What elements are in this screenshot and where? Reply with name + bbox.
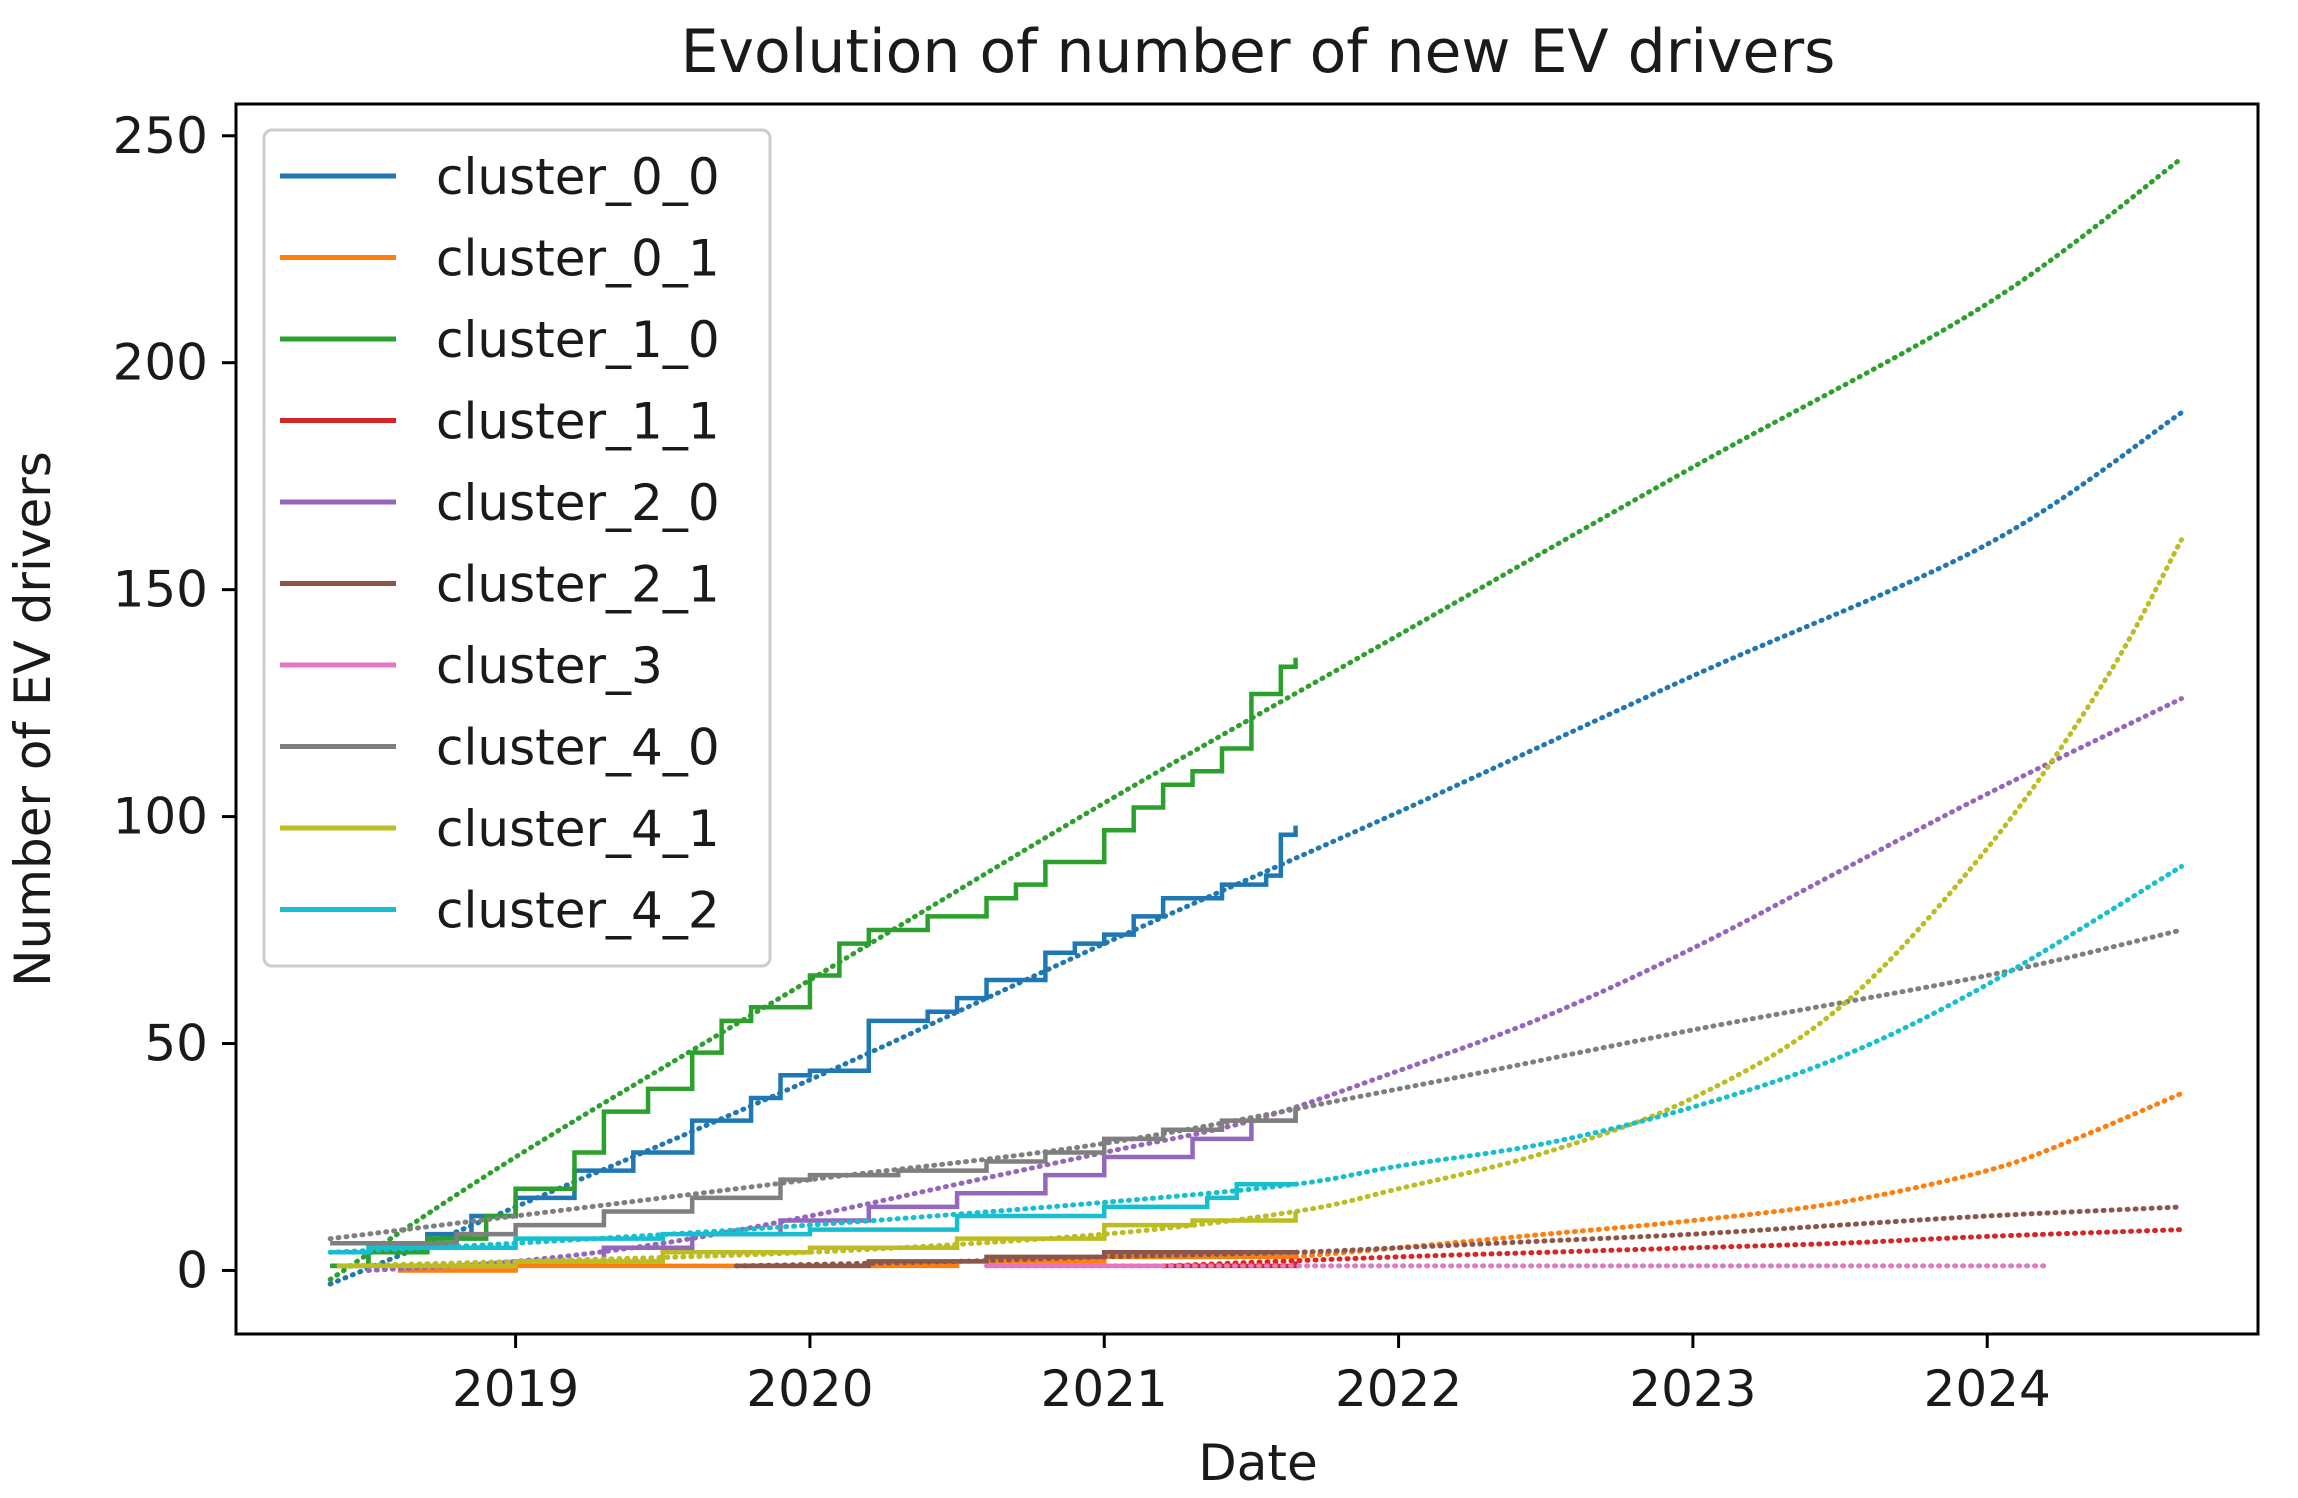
series-cluster_4_1 bbox=[336, 537, 2184, 1269]
actual-line-cluster_1_0 bbox=[330, 657, 1298, 1269]
actual-line-cluster_2_1 bbox=[736, 1250, 1296, 1269]
trend-line-cluster_1_0 bbox=[327, 155, 2184, 1283]
legend-label: cluster_2_0 bbox=[436, 474, 720, 532]
series-cluster_1_0 bbox=[327, 155, 2184, 1283]
chart-title: Evolution of number of new EV drivers bbox=[681, 17, 1836, 87]
legend: cluster_0_0 cluster_0_1 cluster_1_0cluster… bbox=[262, 128, 772, 968]
x-tick-label: 2019 bbox=[452, 1360, 579, 1418]
x-tick-label: 2020 bbox=[746, 1360, 873, 1418]
y-tick-label: 0 bbox=[176, 1241, 208, 1299]
y-tick-label: 50 bbox=[144, 1015, 208, 1073]
actual-line-cluster_2_0 bbox=[368, 1107, 1298, 1269]
y-tick-label: 150 bbox=[113, 561, 208, 619]
x-tick-label: 2021 bbox=[1041, 1360, 1168, 1418]
x-axis-label: Date bbox=[1198, 1434, 1318, 1492]
y-axis-label: Number of EV drivers bbox=[4, 451, 62, 987]
legend-label: cluster_0_1 bbox=[436, 230, 720, 288]
plot-area bbox=[327, 155, 2184, 1287]
y-tick-label: 200 bbox=[113, 334, 208, 392]
legend-label: cluster_1_0 bbox=[436, 311, 720, 369]
series-cluster_4_2 bbox=[327, 864, 2184, 1255]
legend-label: cluster_3 bbox=[436, 637, 663, 695]
legend-label: cluster_0_0 bbox=[436, 148, 720, 206]
x-tick-label: 2022 bbox=[1335, 1360, 1462, 1418]
x-tick-label: 2023 bbox=[1629, 1360, 1756, 1418]
trend-line-cluster_2_1 bbox=[733, 1204, 2184, 1269]
series-cluster_4_0 bbox=[327, 927, 2184, 1246]
x-axis: 2019 2020 2021 2022 2023 2024 bbox=[452, 1334, 2051, 1418]
x-tick-label: 2024 bbox=[1924, 1360, 2051, 1418]
actual-line-cluster_4_1 bbox=[339, 1211, 1298, 1269]
trend-line-cluster_4_1 bbox=[336, 537, 2184, 1269]
trend-line-cluster_4_0 bbox=[327, 927, 2184, 1242]
trend-line-cluster_0_0 bbox=[327, 410, 2184, 1287]
legend-label: cluster_4_0 bbox=[436, 719, 720, 777]
y-axis: 0 50 100 150 200 250 bbox=[113, 107, 236, 1299]
actual-line-cluster_1_1 bbox=[1163, 1261, 1298, 1269]
legend-label: cluster_1_1 bbox=[436, 393, 720, 451]
series-cluster_1_1 bbox=[1160, 1227, 2184, 1269]
y-tick-label: 100 bbox=[113, 788, 208, 846]
trend-line-cluster_1_1 bbox=[1160, 1227, 2184, 1269]
legend-label: cluster_4_2 bbox=[436, 882, 720, 940]
plot-frame bbox=[234, 102, 2260, 1336]
legend-label: cluster_2_1 bbox=[436, 556, 720, 614]
legend-label: cluster_4_1 bbox=[436, 800, 720, 858]
actual-line-cluster_4_0 bbox=[330, 1107, 1298, 1246]
y-tick-label: 250 bbox=[113, 107, 208, 165]
actual-line-cluster_4_2 bbox=[330, 1181, 1296, 1255]
series-cluster_2_1 bbox=[733, 1204, 2184, 1269]
